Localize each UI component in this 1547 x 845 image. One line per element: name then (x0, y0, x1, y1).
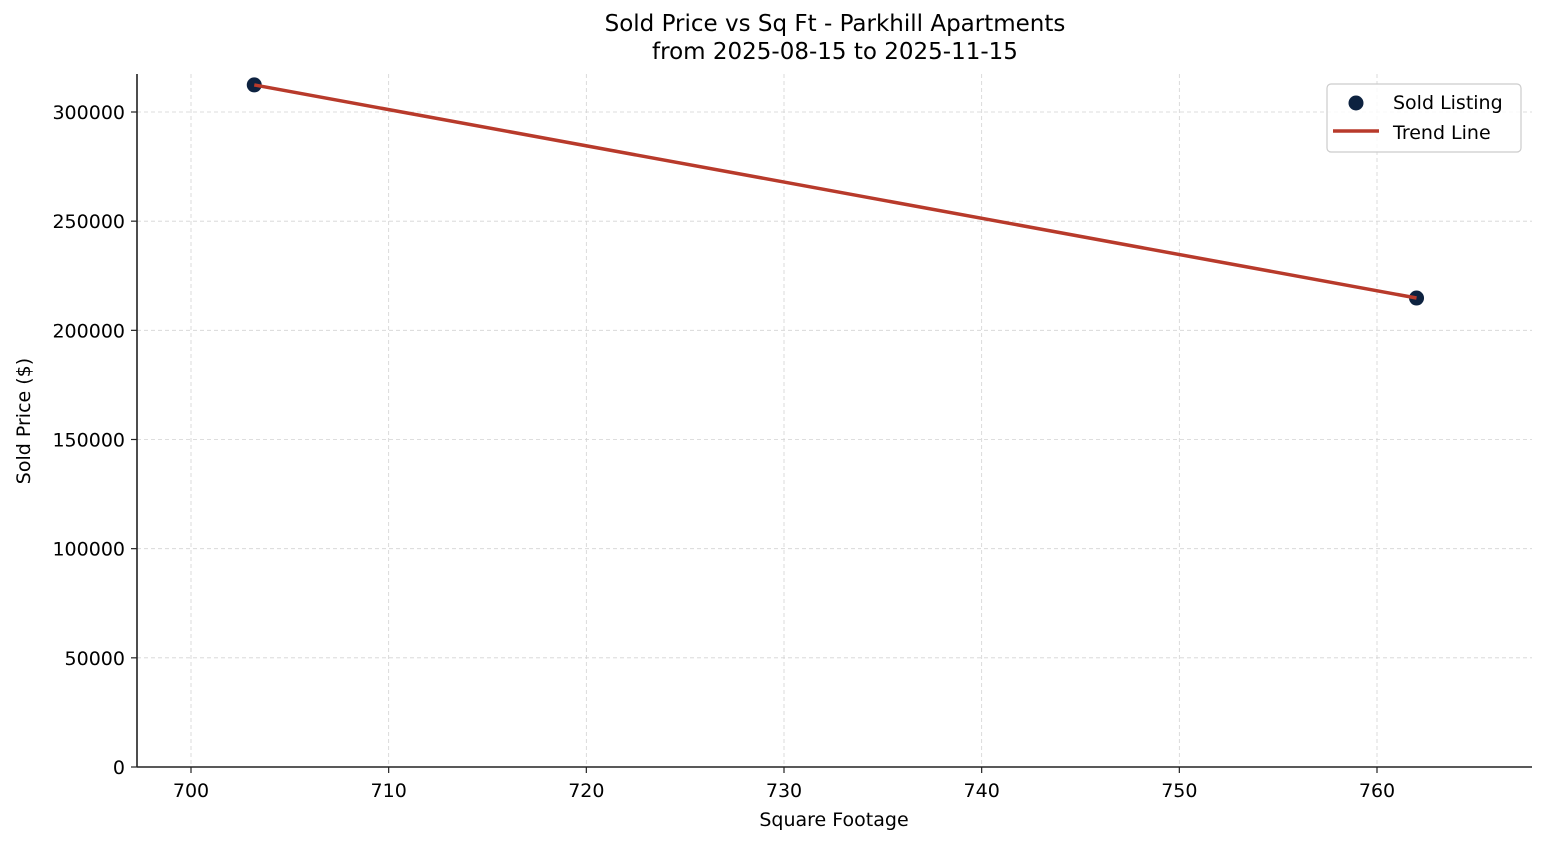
x-tick-label: 720 (568, 780, 604, 802)
x-tick-label: 760 (1359, 780, 1395, 802)
y-tick-label: 300000 (52, 102, 125, 124)
y-tick-label: 150000 (52, 430, 125, 452)
legend-label-trend-line: Trend Line (1392, 122, 1491, 144)
legend-label-sold-listing: Sold Listing (1393, 92, 1503, 114)
chart-title-main: Sold Price vs Sq Ft - Parkhill Apartment… (604, 11, 1066, 37)
grid-lines (137, 74, 1532, 767)
legend-box (1326, 83, 1522, 153)
chart-title: Sold Price vs Sq Ft - Parkhill Apartment… (0, 10, 1547, 66)
x-tick-label: 740 (964, 780, 1000, 802)
y-tick-label: 0 (113, 757, 125, 779)
x-tick-label: 750 (1161, 780, 1197, 802)
trend-line (253, 83, 1417, 300)
data-series (246, 77, 1425, 306)
legend-marker-sold-listing-icon (1348, 95, 1364, 111)
y-tick-label: 100000 (52, 539, 125, 561)
y-tick-label: 200000 (52, 320, 125, 342)
x-tick-label: 710 (371, 780, 407, 802)
x-axis-label: Square Footage (759, 809, 908, 831)
legend: Sold Listing Trend Line (1326, 83, 1522, 153)
y-axis-label: Sold Price ($) (13, 358, 35, 484)
y-tick-label: 50000 (65, 648, 125, 670)
axes (131, 74, 1532, 773)
y-tick-label: 250000 (52, 211, 125, 233)
tick-labels: 700 710 720 730 740 750 760 0 50000 100000 150000 2… (52, 102, 1395, 802)
x-tick-label: 700 (173, 780, 209, 802)
chart-subtitle: from 2025-08-15 to 2025-11-15 (652, 39, 1018, 65)
x-tick-label: 730 (766, 780, 802, 802)
